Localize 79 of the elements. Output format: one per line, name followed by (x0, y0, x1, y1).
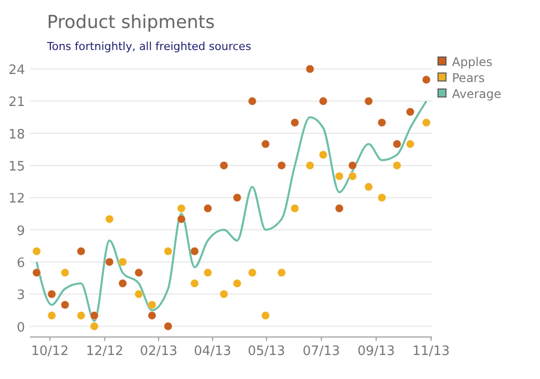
point (32, 246, 41, 256)
point (406, 140, 414, 148)
point (378, 118, 386, 127)
point (220, 161, 228, 170)
point (177, 204, 186, 213)
point (60, 268, 70, 277)
point (177, 214, 186, 224)
legend-label: Average (452, 87, 502, 101)
chart-subtitle: Tons fortnightly, all freighted sources (46, 40, 252, 53)
y-tick-label: 3 (16, 288, 25, 304)
point (261, 311, 270, 320)
y-tick-label: 12 (8, 192, 25, 207)
point (105, 258, 114, 266)
point (277, 268, 286, 277)
point (335, 172, 344, 180)
point (118, 258, 127, 266)
point (148, 300, 156, 310)
x-tick-label: 02/13 (140, 344, 178, 359)
x-tick-label: 05/13 (248, 344, 286, 359)
x-tick-label: 11/13 (412, 344, 450, 359)
point (90, 311, 99, 320)
x-tick-label: 10/12 (31, 344, 69, 359)
x-tick-label: 07/13 (302, 344, 340, 359)
point (118, 279, 127, 288)
point (164, 322, 172, 331)
point (48, 311, 56, 320)
y-tick-label: 18 (8, 127, 25, 142)
point (60, 300, 70, 310)
point (204, 204, 212, 213)
point (105, 214, 114, 224)
point (378, 193, 386, 202)
point (290, 204, 300, 213)
y-tick-label: 9 (16, 224, 25, 239)
point (422, 118, 431, 127)
point (392, 140, 402, 148)
point (76, 246, 86, 256)
point (318, 96, 328, 106)
point (76, 311, 86, 320)
point (48, 290, 56, 298)
point (90, 322, 99, 331)
point (290, 118, 300, 127)
point (134, 290, 144, 298)
chart-title: Product shipments (47, 12, 215, 33)
point (364, 182, 373, 192)
y-tick-label: 6 (16, 256, 25, 271)
point (277, 161, 286, 170)
y-tick-label: 24 (8, 63, 25, 78)
point (306, 161, 314, 170)
legend-label: Apples (452, 55, 492, 69)
point (318, 150, 328, 160)
point (248, 268, 257, 277)
point (335, 204, 344, 213)
point (148, 311, 156, 320)
point (204, 268, 212, 277)
line-series (36, 100, 428, 322)
point (406, 108, 414, 116)
point (348, 161, 357, 170)
y-tick-label: 0 (16, 320, 25, 336)
point (306, 64, 314, 74)
point (232, 279, 242, 288)
x-tick-label: 12/12 (86, 344, 124, 359)
point (232, 193, 242, 202)
point (422, 75, 431, 84)
point (261, 140, 270, 148)
point (364, 96, 373, 106)
point (134, 268, 144, 277)
point (220, 290, 228, 298)
y-tick-label: 21 (8, 95, 25, 110)
legend-label: Pears (452, 71, 485, 85)
x-tick-label: 04/13 (194, 344, 232, 359)
y-tick-label: 15 (8, 159, 25, 174)
point (348, 172, 357, 180)
x-tick-label: 09/13 (357, 344, 395, 359)
point (190, 279, 199, 288)
point (190, 246, 199, 256)
point (248, 96, 257, 106)
point (32, 268, 41, 277)
point (392, 161, 402, 170)
point (164, 246, 172, 256)
